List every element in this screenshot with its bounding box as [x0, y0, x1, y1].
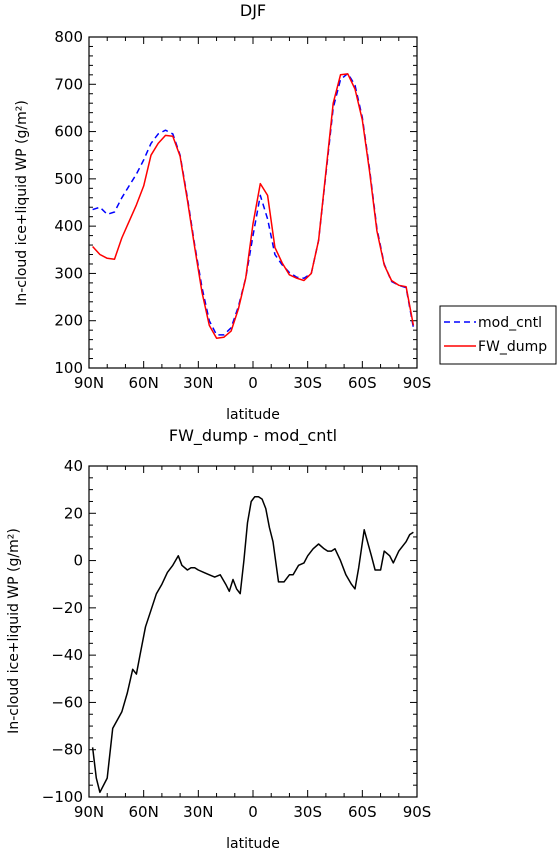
y-tick-label: −40	[51, 646, 83, 664]
series-line-difference	[91, 495, 414, 794]
y-tick-label: 20	[64, 504, 83, 522]
x-tick-label: 30N	[183, 374, 213, 392]
y-tick-label: −100	[42, 788, 83, 806]
y-tick-label: 300	[54, 264, 83, 282]
plot-frame	[88, 465, 418, 798]
x-tick-label: 30S	[293, 374, 322, 392]
y-axis: 100 200 300 400 500 600 700 800	[54, 28, 417, 377]
chart-panel-difference: FW_dump - mod_cntl −100 −80 −60 −40 −20 0 20 40…	[6, 426, 431, 851]
y-tick-label: −20	[51, 599, 83, 617]
x-tick-label: 60N	[129, 374, 159, 392]
x-tick-label: 30N	[183, 803, 213, 821]
legend-label-mod-cntl: mod_cntl	[478, 315, 542, 331]
y-tick-label: 600	[54, 123, 83, 141]
y-axis-label: In-cloud ice+liquid WP (g/m²)	[14, 100, 30, 306]
x-axis-label: latitude	[226, 407, 280, 423]
y-axis: −100 −80 −60 −40 −20 0 20 40	[42, 457, 417, 806]
x-tick-label: 60S	[348, 374, 377, 392]
x-tick-label: 90S	[403, 803, 432, 821]
x-tick-label: 0	[248, 803, 258, 821]
y-tick-label: −80	[51, 741, 83, 759]
x-tick-label: 60N	[129, 803, 159, 821]
y-tick-label: 200	[54, 312, 83, 330]
y-tick-label: 700	[54, 75, 83, 93]
plot-area	[91, 495, 414, 794]
x-tick-label: 90N	[74, 374, 104, 392]
chart-title: DJF	[240, 1, 266, 20]
x-tick-label: 60S	[348, 803, 377, 821]
y-tick-label: 100	[54, 359, 83, 377]
x-axis-label: latitude	[226, 836, 280, 851]
legend-label-fw-dump: FW_dump	[478, 339, 547, 355]
plot-frame	[88, 36, 418, 369]
y-tick-label: 0	[73, 552, 83, 570]
x-axis: 90N 60N 30N 0 30S 60S 90S	[74, 37, 431, 392]
chart-title: FW_dump - mod_cntl	[169, 426, 337, 446]
x-axis: 90N 60N 30N 0 30S 60S 90S	[74, 466, 431, 821]
chart-panel-djf: DJF 100 200 300 400 500 600 700 800 90N 60N 30N 0 3…	[14, 1, 557, 423]
y-tick-label: 500	[54, 170, 83, 188]
y-tick-label: 40	[64, 457, 83, 475]
series-line-fw-dump	[92, 73, 415, 339]
x-tick-label: 30S	[293, 803, 322, 821]
y-tick-label: 800	[54, 28, 83, 46]
x-tick-label: 0	[248, 374, 258, 392]
legend: mod_cntl FW_dump	[439, 305, 557, 365]
y-axis-label: In-cloud ice+liquid WP (g/m²)	[6, 528, 22, 734]
y-tick-label: 400	[54, 217, 83, 235]
plot-area	[92, 72, 415, 339]
x-tick-label: 90N	[74, 803, 104, 821]
legend-box	[439, 305, 557, 365]
x-tick-label: 90S	[403, 374, 432, 392]
y-tick-label: −60	[51, 693, 83, 711]
series-line-mod-cntl	[92, 72, 415, 336]
